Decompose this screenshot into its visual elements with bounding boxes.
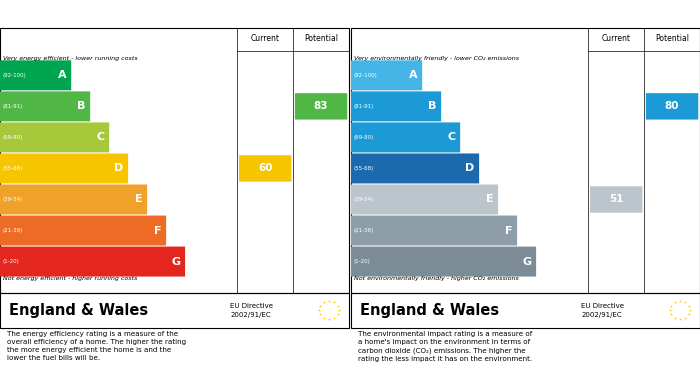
Text: (55-68): (55-68) — [2, 166, 22, 171]
Text: Potential: Potential — [655, 34, 689, 43]
Text: (81-91): (81-91) — [353, 104, 373, 109]
Polygon shape — [351, 91, 441, 121]
Polygon shape — [351, 153, 480, 183]
Text: (92-100): (92-100) — [2, 73, 26, 78]
Text: C: C — [96, 133, 104, 142]
Polygon shape — [239, 155, 291, 182]
Polygon shape — [351, 122, 460, 152]
Text: Current: Current — [251, 34, 280, 43]
Text: Potential: Potential — [304, 34, 338, 43]
Polygon shape — [646, 93, 699, 120]
Text: D: D — [465, 163, 475, 174]
Polygon shape — [351, 60, 422, 90]
Text: (92-100): (92-100) — [353, 73, 377, 78]
Polygon shape — [0, 185, 147, 215]
Text: A: A — [409, 70, 417, 80]
Text: England & Wales: England & Wales — [360, 303, 499, 318]
Text: (55-68): (55-68) — [353, 166, 373, 171]
Text: (1-20): (1-20) — [353, 259, 370, 264]
Text: Not environmentally friendly - higher CO₂ emissions: Not environmentally friendly - higher CO… — [354, 276, 519, 281]
Text: 83: 83 — [314, 101, 328, 111]
Text: (69-80): (69-80) — [2, 135, 22, 140]
Text: (81-91): (81-91) — [2, 104, 22, 109]
Text: 60: 60 — [258, 163, 272, 174]
Polygon shape — [0, 60, 71, 90]
Text: 51: 51 — [609, 194, 624, 204]
Text: Energy Efficiency Rating: Energy Efficiency Rating — [8, 9, 166, 19]
Text: Not energy efficient - higher running costs: Not energy efficient - higher running co… — [3, 276, 137, 281]
Text: E: E — [134, 194, 142, 204]
Text: EU Directive
2002/91/EC: EU Directive 2002/91/EC — [230, 303, 273, 317]
Polygon shape — [0, 91, 90, 121]
Polygon shape — [351, 185, 498, 215]
Text: F: F — [154, 226, 161, 235]
Text: 80: 80 — [665, 101, 679, 111]
Text: (1-20): (1-20) — [2, 259, 19, 264]
Text: B: B — [428, 101, 436, 111]
Polygon shape — [0, 247, 185, 276]
Text: Very environmentally friendly - lower CO₂ emissions: Very environmentally friendly - lower CO… — [354, 56, 519, 61]
Polygon shape — [351, 215, 517, 246]
Text: England & Wales: England & Wales — [8, 303, 148, 318]
Text: A: A — [57, 70, 66, 80]
Text: (21-38): (21-38) — [2, 228, 22, 233]
Text: D: D — [114, 163, 123, 174]
Text: C: C — [447, 133, 455, 142]
Text: B: B — [77, 101, 85, 111]
Text: F: F — [505, 226, 512, 235]
Text: G: G — [522, 256, 531, 267]
Polygon shape — [0, 215, 166, 246]
Text: Current: Current — [602, 34, 631, 43]
Polygon shape — [295, 93, 347, 120]
Text: The energy efficiency rating is a measure of the
overall efficiency of a home. T: The energy efficiency rating is a measur… — [7, 331, 186, 361]
Text: (39-54): (39-54) — [2, 197, 22, 202]
Text: G: G — [171, 256, 180, 267]
Text: Environmental Impact (CO₂) Rating: Environmental Impact (CO₂) Rating — [360, 9, 585, 19]
Text: The environmental impact rating is a measure of
a home's impact on the environme: The environmental impact rating is a mea… — [358, 331, 532, 362]
Text: Very energy efficient - lower running costs: Very energy efficient - lower running co… — [3, 56, 137, 61]
Text: (21-38): (21-38) — [353, 228, 373, 233]
Polygon shape — [351, 247, 536, 276]
Polygon shape — [0, 153, 128, 183]
Text: (39-54): (39-54) — [353, 197, 373, 202]
Polygon shape — [0, 122, 109, 152]
Text: EU Directive
2002/91/EC: EU Directive 2002/91/EC — [581, 303, 624, 317]
Text: E: E — [486, 194, 493, 204]
Text: (69-80): (69-80) — [353, 135, 373, 140]
Polygon shape — [590, 186, 643, 213]
